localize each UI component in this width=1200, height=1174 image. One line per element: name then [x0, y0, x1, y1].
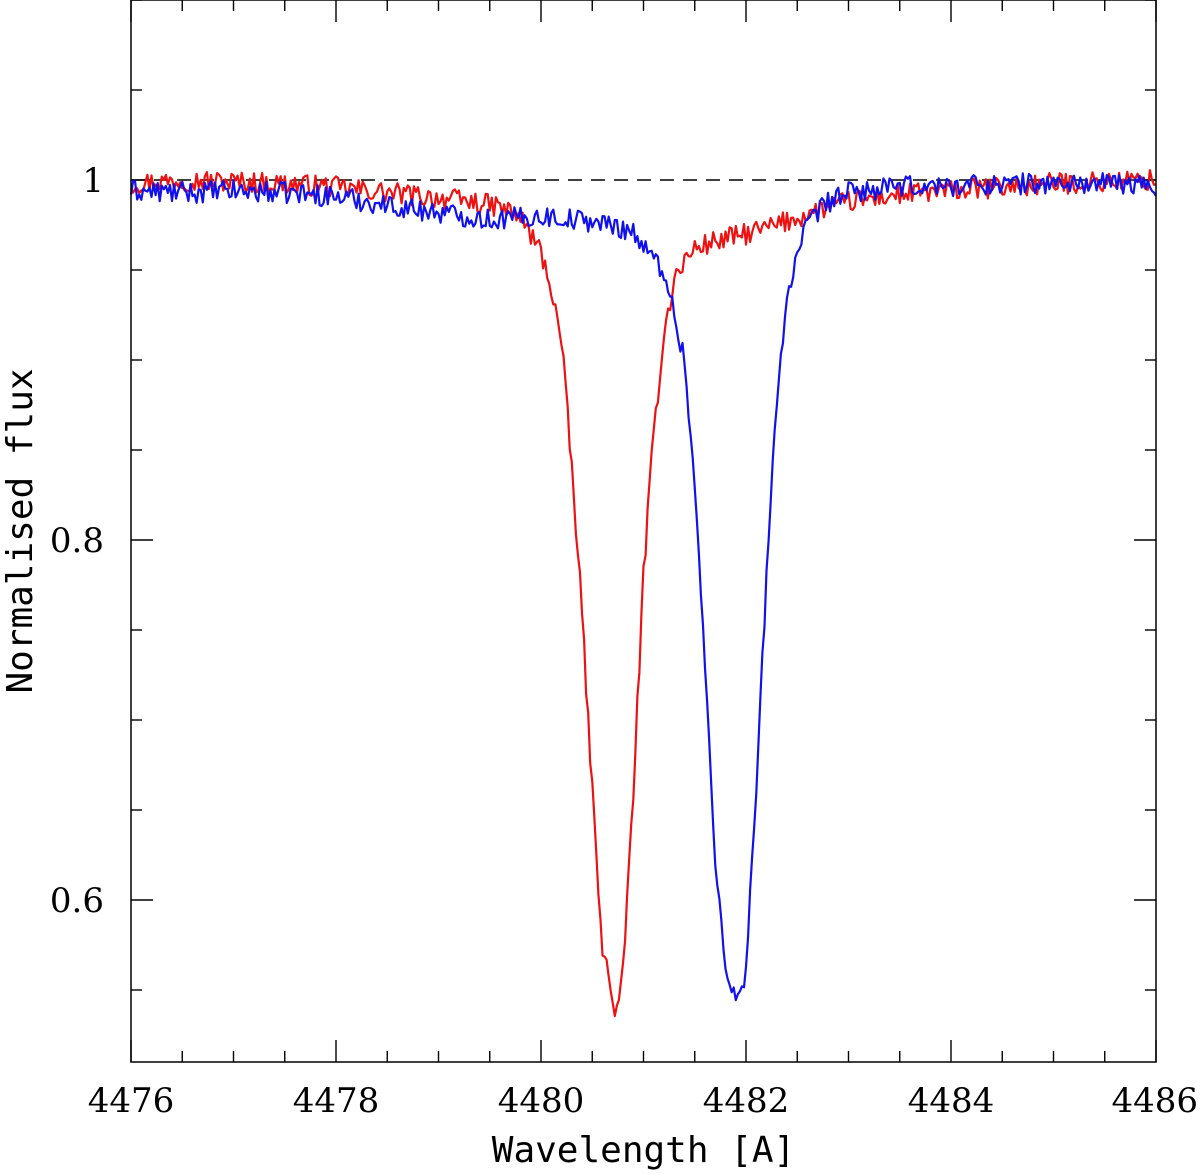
plot-frame — [130, 0, 1157, 1063]
y-axis-title: Normalised flux — [0, 368, 41, 693]
y-tick-label: 1 — [82, 161, 104, 201]
y-tick-label: 0.6 — [50, 881, 104, 921]
series-line-red — [130, 169, 1157, 1018]
series-group — [129, 169, 1157, 1018]
x-tick-label: 4476 — [88, 1081, 175, 1121]
x-tick-label: 4478 — [293, 1081, 380, 1121]
minor-ticks — [131, 0, 1156, 1062]
x-axis-title: Wavelength [A] — [492, 1130, 795, 1171]
y-tick-label: 0.8 — [50, 521, 104, 561]
major-ticks — [130, 0, 1157, 1062]
tick-labels: 4476 4478 4480 4482 4484 4486 0.6 0.8 1 — [50, 161, 1198, 1121]
x-tick-label: 4486 — [1111, 1081, 1198, 1121]
x-tick-label: 4482 — [703, 1081, 790, 1121]
x-tick-label: 4480 — [498, 1081, 585, 1121]
series-line-blue — [129, 172, 1157, 1002]
x-tick-label: 4484 — [908, 1081, 995, 1121]
